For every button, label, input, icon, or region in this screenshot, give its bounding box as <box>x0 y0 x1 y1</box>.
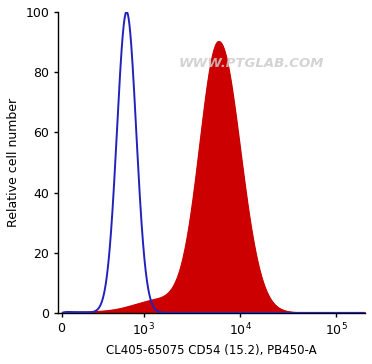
Text: WWW.PTGLAB.COM: WWW.PTGLAB.COM <box>179 57 324 70</box>
Y-axis label: Relative cell number: Relative cell number <box>7 98 20 227</box>
X-axis label: CL405-65075 CD54 (15.2), PB450-A: CL405-65075 CD54 (15.2), PB450-A <box>106 344 317 357</box>
